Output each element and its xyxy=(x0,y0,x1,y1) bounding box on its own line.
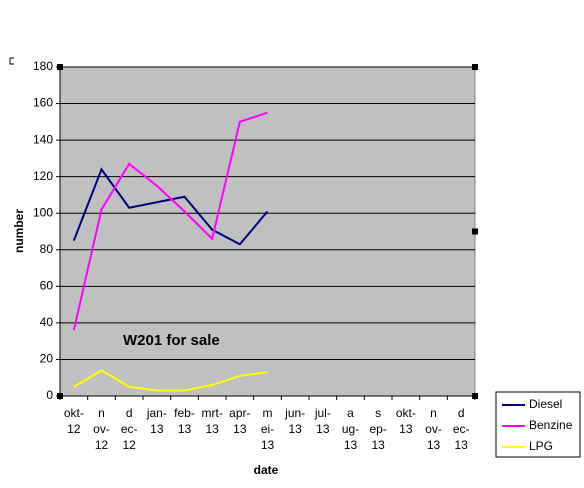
handle xyxy=(57,393,63,399)
x-tick-label: jan-13 xyxy=(146,406,167,436)
y-tick-label: 80 xyxy=(40,242,54,256)
x-tick-label: okt-12 xyxy=(64,406,84,436)
y-tick-label: 40 xyxy=(40,315,54,329)
x-axis-title: date xyxy=(254,463,279,477)
x-tick-label: s ep-13 xyxy=(369,406,386,452)
x-tick-label: jun-13 xyxy=(284,406,305,436)
x-tick-label: mrt-13 xyxy=(202,406,223,436)
x-tick-label: d ec-13 xyxy=(453,406,470,452)
y-axis-title: number xyxy=(12,209,26,253)
handle xyxy=(57,64,63,70)
line xyxy=(72,111,268,331)
handle xyxy=(472,228,478,235)
legend-label: Diesel xyxy=(529,397,562,411)
annotation: W201 for sale xyxy=(123,332,220,349)
x-tick-label: n ov-13 xyxy=(425,406,442,452)
x-tick-label: d ec-12 xyxy=(121,406,138,452)
y-tick-label: 20 xyxy=(40,352,54,366)
y-tick-label: 0 xyxy=(46,388,53,402)
y-tick-label: 180 xyxy=(33,59,53,73)
y-tick-label: 120 xyxy=(33,169,53,183)
y-tick-label: 100 xyxy=(33,205,53,219)
y-tick-label: 140 xyxy=(33,132,53,146)
x-tick-label: okt-13 xyxy=(396,406,416,436)
y-tick-label: 60 xyxy=(40,279,54,293)
x-tick-label: apr-13 xyxy=(229,406,250,436)
handle xyxy=(9,57,14,65)
y-tick-label: 160 xyxy=(33,96,53,110)
line xyxy=(73,369,268,392)
plot-area xyxy=(59,66,476,397)
x-tick-label: feb-13 xyxy=(174,406,195,436)
legend-label: Benzine xyxy=(529,418,573,432)
handle xyxy=(472,393,478,399)
x-tick-label: m ei-13 xyxy=(261,406,275,452)
x-tick-label: n ov-12 xyxy=(93,406,110,452)
handle xyxy=(472,64,478,70)
x-tick-label: a ug-13 xyxy=(342,406,359,452)
x-tick-label: jul-13 xyxy=(314,406,331,436)
legend-label: LPG xyxy=(529,439,553,453)
